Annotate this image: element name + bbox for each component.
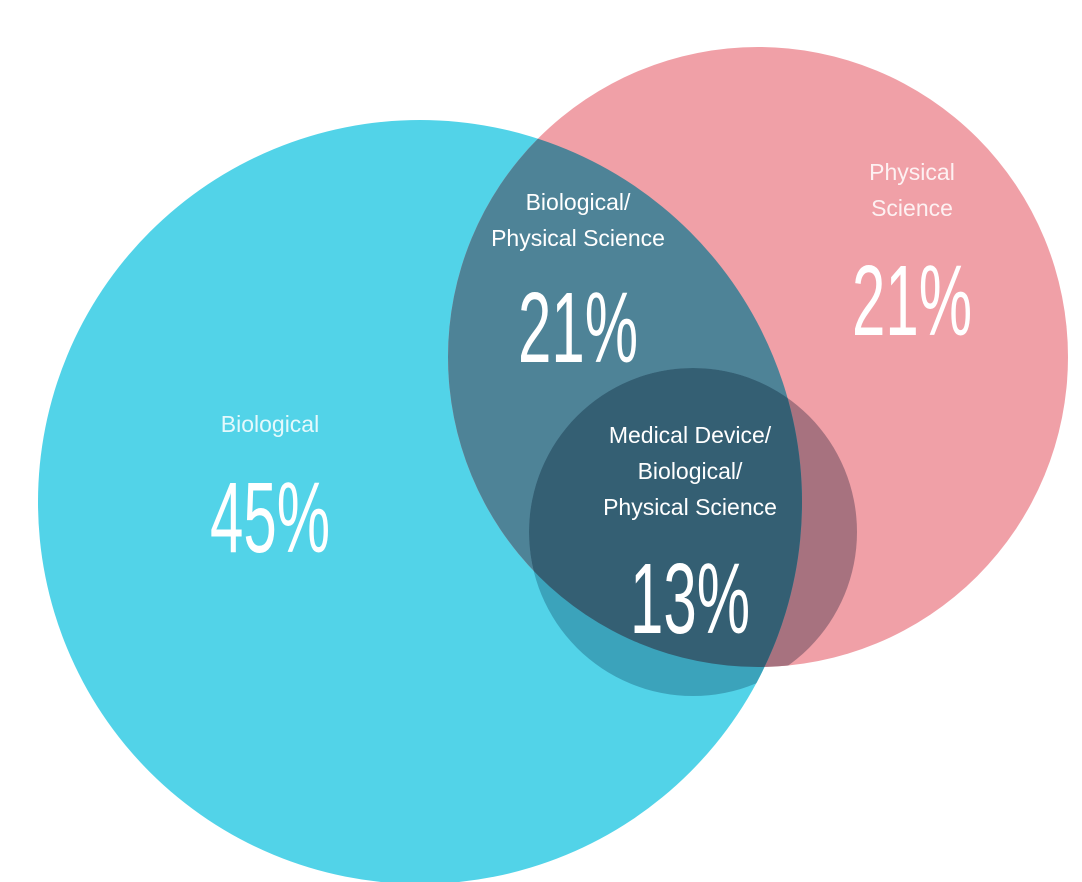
triple-overlap xyxy=(529,368,802,667)
labels: Biological 45% Biological/Physical Science… xyxy=(210,159,972,655)
region-label: Science xyxy=(871,195,953,221)
region-value: 21% xyxy=(518,272,638,384)
region-label: Biological/ xyxy=(526,189,631,215)
region-label: Physical Science xyxy=(491,225,665,251)
region-label: Biological xyxy=(221,411,319,437)
region-label: Biological/ xyxy=(638,458,743,484)
region-value: 21% xyxy=(852,245,972,357)
region-label: Medical Device/ xyxy=(609,422,772,448)
region-label: Physical Science xyxy=(603,494,777,520)
region-value: 13% xyxy=(630,543,750,655)
region-label: Physical xyxy=(869,159,955,185)
region-value: 45% xyxy=(210,462,330,574)
